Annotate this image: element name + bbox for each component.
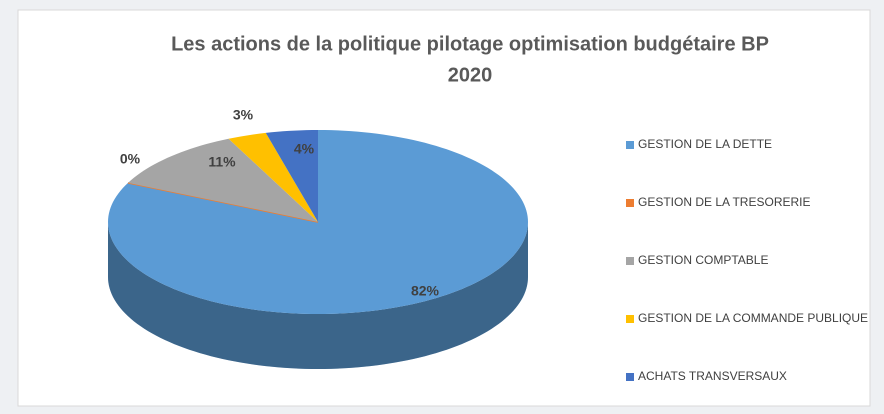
data-label: 0% [120, 151, 141, 167]
data-label: 11% [208, 154, 236, 170]
legend-label: GESTION COMPTABLE [638, 253, 768, 267]
legend-label: GESTION DE LA DETTE [638, 137, 772, 151]
slice [127, 138, 318, 222]
chart-title: Les actions de la politique pilotage opt… [171, 33, 769, 55]
data-label: 4% [294, 141, 315, 157]
legend-label: GESTION DE LA COMMANDE PUBLIQUE [638, 311, 868, 325]
slice [265, 130, 318, 222]
legend-label: ACHATS TRANSVERSAUX [638, 369, 787, 383]
legend-label: GESTION DE LA TRESORERIE [638, 195, 811, 209]
data-label: 3% [233, 107, 254, 123]
legend-swatch [626, 199, 634, 207]
legend-swatch [626, 315, 634, 323]
legend-swatch [626, 373, 634, 381]
legend-swatch [626, 141, 634, 149]
chart-title: 2020 [448, 64, 493, 86]
slice [228, 132, 318, 222]
slice-side [108, 222, 528, 369]
slice-side-shade [108, 222, 528, 369]
legend-swatch [626, 257, 634, 265]
data-label: 82% [411, 283, 440, 299]
